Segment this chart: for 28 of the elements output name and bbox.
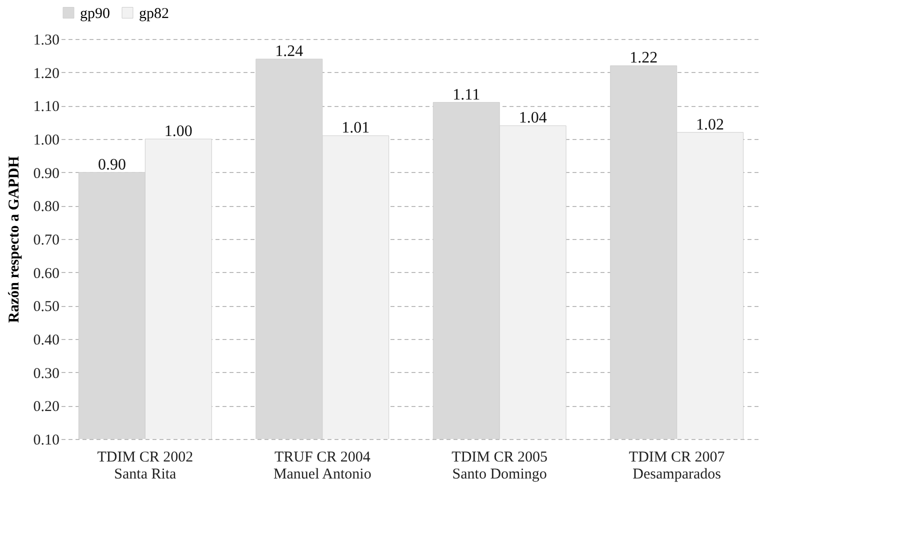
y-tick-label: 1.20 <box>33 66 60 82</box>
data-label: 1.00 <box>164 123 192 140</box>
y-tick-label: 0.60 <box>33 266 60 282</box>
legend-label: gp90 <box>80 6 110 22</box>
data-label: 0.90 <box>98 156 126 174</box>
data-label: 1.11 <box>452 86 480 104</box>
data-label: 1.02 <box>696 116 724 134</box>
data-label: 1.04 <box>518 110 547 127</box>
legend-label: gp82 <box>139 6 169 22</box>
y-tick-label: 0.70 <box>33 232 60 248</box>
x-tick-label: TDIM CR 2005 Santo Domingo <box>452 450 548 482</box>
data-label: 1.24 <box>275 43 304 60</box>
x-tick-label: TDIM CR 2007 Desamparados <box>628 450 726 482</box>
x-tick-label: TDIM CR 2002 Santa Rita <box>97 450 194 482</box>
y-tick-label: 1.10 <box>33 99 60 116</box>
x-tick-label: TRUF CR 2004 Manuel Antonio <box>273 450 372 482</box>
y-tick-label: 0.20 <box>33 399 60 416</box>
y-tick-label: 0.30 <box>33 366 60 382</box>
y-tick-label: 1.30 <box>33 32 60 48</box>
data-label: 1.22 <box>630 50 658 67</box>
y-tick-label: 0.40 <box>33 332 60 348</box>
y-axis-title: Razón respecto a GAPDH <box>6 156 22 323</box>
y-tick-label: 0.10 <box>33 432 60 448</box>
y-tick-label: 0.50 <box>33 299 60 316</box>
y-tick-label: 1.00 <box>33 132 60 148</box>
y-tick-label: 0.90 <box>33 166 60 182</box>
y-tick-label: 0.80 <box>33 199 60 216</box>
data-label: 1.01 <box>342 120 370 137</box>
